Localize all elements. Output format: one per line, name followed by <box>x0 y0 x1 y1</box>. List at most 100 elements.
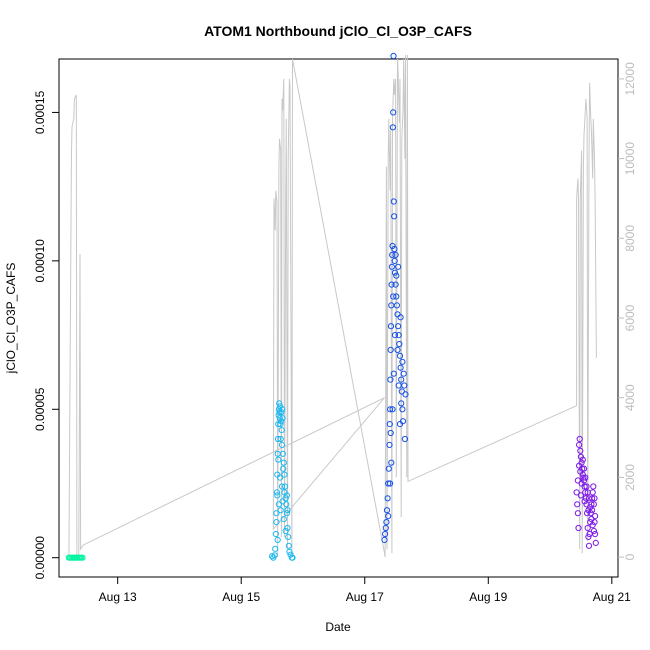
x-tick-label-3: Aug 19 <box>469 590 507 604</box>
point-s2-32 <box>395 332 402 339</box>
y2-tick-label-0: 0 <box>623 553 637 560</box>
point-s1-53 <box>283 492 290 499</box>
point-s3-18 <box>584 524 591 532</box>
chart-title: ATOM1 Northbound jClO_Cl_O3P_CAFS <box>204 23 472 39</box>
point-s1-47 <box>284 507 291 514</box>
point-s1-51 <box>279 498 286 505</box>
y2-tick-label-1: 2000 <box>623 464 637 491</box>
point-s2-55 <box>385 513 392 520</box>
y-tick-label-2: 0.00010 <box>33 239 47 283</box>
point-s2-13 <box>387 323 395 330</box>
point-s1-32 <box>284 524 291 532</box>
point-s3-6 <box>577 447 584 454</box>
point-s2-54 <box>399 358 406 365</box>
y-tick-label-0: 0.00000 <box>33 536 47 580</box>
point-s3-44 <box>589 522 596 529</box>
point-s3-32 <box>574 477 582 484</box>
point-s2-31 <box>395 323 402 330</box>
point-s2-9 <box>386 421 393 428</box>
x-tick-label-0: Aug 13 <box>99 590 137 604</box>
point-s2-53 <box>398 400 405 407</box>
point-s3-17 <box>584 510 591 517</box>
point-s1-8 <box>274 435 282 443</box>
point-s2-27 <box>392 281 399 288</box>
point-s1-34 <box>285 542 292 549</box>
plot-box <box>58 58 619 578</box>
point-s3-25 <box>589 495 596 502</box>
point-s2-23 <box>391 213 398 220</box>
y-tick-label-3: 0.00015 <box>33 90 47 134</box>
point-s2-15 <box>388 281 395 288</box>
point-s1-48 <box>274 536 281 544</box>
point-s1-21 <box>278 441 286 448</box>
point-s3-46 <box>592 513 599 520</box>
point-s1-27 <box>281 471 288 478</box>
point-s1-20 <box>278 427 285 434</box>
point-s2-33 <box>396 340 403 348</box>
point-s2-29 <box>393 302 400 309</box>
point-s2-34 <box>396 352 404 359</box>
point-s3-50 <box>589 507 596 514</box>
point-s1-26 <box>280 459 287 466</box>
point-s1-46 <box>282 527 289 535</box>
point-s1-49 <box>275 501 282 508</box>
point-s1-18 <box>278 418 285 425</box>
point-s1-4 <box>273 510 280 517</box>
point-s2-57 <box>390 293 397 300</box>
point-s2-19 <box>389 124 396 131</box>
point-s2-10 <box>387 406 394 413</box>
point-s2-12 <box>387 346 394 353</box>
y2-tick-label-3: 6000 <box>623 304 637 331</box>
point-s1-12 <box>276 400 283 407</box>
point-s3-51 <box>591 495 598 502</box>
point-s3-37 <box>580 465 588 472</box>
point-s3-19 <box>585 533 592 541</box>
point-s1-16 <box>277 421 284 428</box>
point-s2-3 <box>383 519 390 526</box>
point-s2-46 <box>389 406 396 413</box>
point-s1-25 <box>280 465 287 472</box>
point-s2-35 <box>397 364 404 371</box>
point-s1-3 <box>272 530 279 538</box>
point-s3-33 <box>576 462 583 469</box>
point-s3-3 <box>575 524 582 532</box>
point-s2-56 <box>387 429 394 437</box>
point-s2-16 <box>388 263 395 270</box>
point-s3-47 <box>577 492 585 499</box>
point-s2-52 <box>396 421 404 428</box>
point-s1-23 <box>279 415 286 422</box>
point-s3-26 <box>589 489 596 496</box>
point-s3-28 <box>590 501 598 508</box>
point-s1-42 <box>275 456 282 463</box>
point-s2-36 <box>398 376 405 383</box>
y2-tick-label-4: 8000 <box>623 225 637 252</box>
point-s3-31 <box>592 539 599 547</box>
point-s1-17 <box>277 435 284 443</box>
point-s1-5 <box>273 489 281 496</box>
y-axis-label: jClO_Cl_O3P_CAFS <box>4 263 18 375</box>
point-s3-11 <box>580 474 587 481</box>
point-s2-50 <box>394 346 401 353</box>
point-s2-43 <box>402 391 409 398</box>
point-s3-24 <box>588 501 595 508</box>
y2-tick-label-5: 10000 <box>623 142 637 176</box>
point-s2-37 <box>398 388 405 395</box>
point-s2-20 <box>390 109 397 116</box>
point-s1-2 <box>272 545 279 552</box>
point-s2-2 <box>382 524 389 532</box>
x-tick-label-2: Aug 17 <box>346 590 384 604</box>
point-s2-21 <box>390 52 397 60</box>
point-s2-22 <box>390 198 397 205</box>
point-s2-6 <box>385 480 392 487</box>
point-s2-60 <box>397 314 404 321</box>
point-s2-24 <box>391 245 398 253</box>
point-s2-51 <box>395 382 402 389</box>
point-s2-28 <box>393 293 400 300</box>
point-s3-15 <box>582 495 590 502</box>
point-s1-22 <box>279 406 286 413</box>
point-s2-25 <box>391 257 398 264</box>
point-s1-43 <box>277 474 284 481</box>
point-s2-0 <box>381 536 388 544</box>
point-s1-33 <box>285 533 292 541</box>
point-s2-48 <box>391 332 399 339</box>
